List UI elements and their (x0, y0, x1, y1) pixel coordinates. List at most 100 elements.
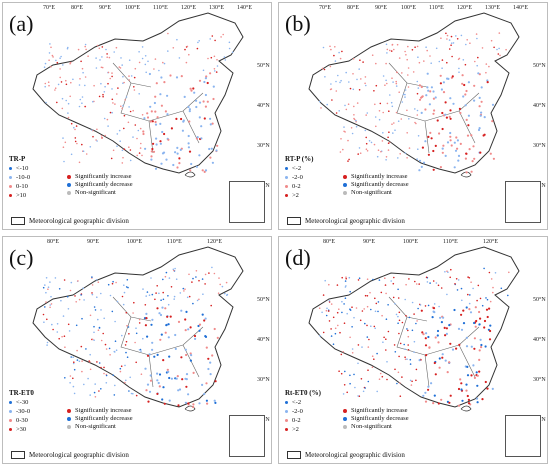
legend-class: <-2 (292, 399, 302, 406)
station-dot (123, 127, 125, 130)
station-dot (416, 320, 418, 322)
station-dot (406, 328, 408, 330)
station-dot (111, 310, 114, 313)
station-dot (489, 152, 492, 155)
station-dot (107, 82, 109, 85)
station-dot (440, 398, 443, 401)
station-dot (321, 67, 324, 70)
station-dot (80, 345, 83, 348)
station-dot (375, 62, 377, 65)
legend: RT-P (%) <-2 -2-0 0-2 >2 (285, 155, 313, 200)
station-dot (47, 286, 50, 288)
station-dot (200, 125, 203, 128)
station-dot (332, 316, 335, 319)
station-dot (354, 386, 356, 389)
station-dot (178, 388, 182, 391)
lat-label: 30°N (533, 377, 546, 383)
station-dot (344, 286, 347, 288)
station-dot (483, 319, 487, 323)
station-dot (441, 67, 443, 69)
station-dot (48, 84, 50, 87)
station-dot (344, 104, 346, 107)
station-dot (151, 318, 154, 321)
station-dot (397, 322, 399, 324)
station-dot (109, 354, 111, 356)
station-dot (478, 105, 481, 108)
station-dot (374, 310, 377, 313)
station-dot (132, 136, 134, 138)
station-dot (435, 47, 438, 50)
station-dot (151, 293, 154, 296)
station-dot (457, 387, 461, 391)
station-dot (97, 329, 100, 331)
station-dot (414, 280, 416, 283)
station-dot (425, 354, 428, 357)
station-dot (325, 309, 328, 312)
station-dot (478, 323, 481, 326)
station-dot (476, 299, 478, 302)
station-dot (370, 308, 372, 311)
station-dot (187, 402, 190, 405)
station-dot (402, 93, 405, 96)
station-dot (154, 120, 157, 124)
station-dot (211, 266, 213, 269)
station-dot (101, 137, 103, 139)
station-dot (332, 343, 335, 345)
station-dot (505, 48, 507, 51)
station-dot (328, 300, 331, 302)
station-dot (100, 292, 102, 295)
station-dot (360, 78, 362, 80)
station-dot (153, 68, 155, 70)
south-china-sea-inset (229, 415, 265, 457)
lon-label: 90°E (375, 5, 388, 11)
station-dot (167, 323, 170, 326)
station-dot (491, 387, 494, 390)
station-dot (465, 43, 467, 46)
station-dot (385, 159, 387, 161)
station-dot (386, 102, 389, 105)
station-dot (170, 377, 173, 380)
station-dot (343, 126, 345, 128)
station-dot (359, 152, 362, 154)
station-dot (81, 143, 83, 146)
map-panel-c: 80°E 90°E 100°E 110°E 120°E 50°N 40°N 30… (2, 236, 272, 464)
station-dot (54, 277, 57, 279)
station-dot (215, 149, 218, 152)
station-dot (461, 299, 463, 302)
station-dot (465, 389, 468, 392)
station-dot (429, 131, 432, 134)
station-dot (488, 65, 490, 68)
sig-decrease-label: Significantly decrease (351, 181, 409, 188)
station-dot (70, 281, 73, 284)
station-dot (335, 90, 338, 92)
station-dot (145, 71, 147, 74)
station-dot (120, 57, 122, 59)
station-dot (478, 349, 481, 352)
station-dot (201, 383, 204, 386)
station-dot (370, 325, 372, 327)
station-dot (114, 351, 116, 353)
station-dot (415, 379, 417, 382)
station-dot (195, 270, 198, 272)
map-panel-b: 70°E 80°E 90°E 100°E 110°E 120°E 130°E 1… (278, 2, 548, 230)
station-dot (500, 287, 503, 290)
station-dot (204, 77, 207, 80)
station-dot (167, 336, 170, 339)
station-dot (365, 142, 368, 145)
station-dot (114, 103, 116, 105)
station-dot (404, 356, 406, 358)
station-dot (367, 369, 369, 371)
station-dot (335, 80, 337, 83)
station-dot (467, 398, 470, 401)
station-dot (430, 62, 432, 64)
station-dot (436, 334, 439, 337)
legend-class: <-2 (292, 165, 302, 172)
station-dot (138, 322, 141, 324)
station-dot (475, 319, 478, 323)
station-dot (442, 91, 446, 94)
station-dot (345, 276, 347, 278)
station-dot (114, 320, 116, 323)
station-dot (474, 325, 477, 328)
station-dot (169, 74, 172, 77)
station-dot (376, 390, 378, 393)
